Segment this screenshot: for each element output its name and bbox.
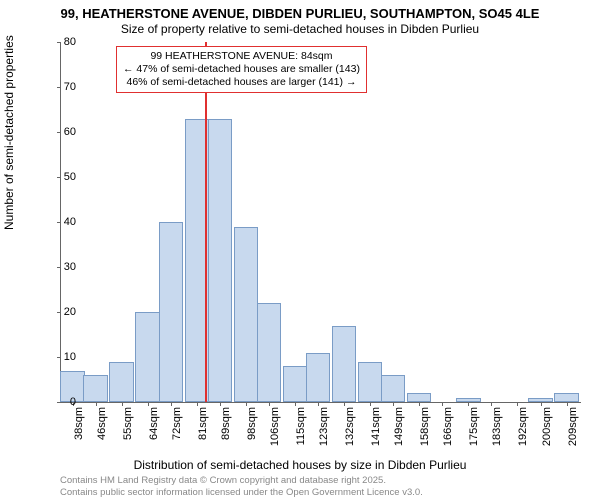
y-tick: 40 — [46, 216, 76, 228]
x-tick: 106sqm — [269, 407, 281, 447]
histogram-bar — [135, 312, 160, 402]
histogram-bar — [283, 366, 308, 402]
chart-container: 99, HEATHERSTONE AVENUE, DIBDEN PURLIEU,… — [0, 0, 600, 500]
histogram-bar — [306, 353, 331, 403]
histogram-bar — [358, 362, 383, 403]
x-tick: 72sqm — [171, 407, 183, 447]
attribution-line-2: Contains public sector information licen… — [60, 487, 423, 498]
x-tick: 64sqm — [148, 407, 160, 447]
x-tick: 166sqm — [442, 407, 454, 447]
reference-line — [205, 42, 207, 402]
x-tick: 38sqm — [73, 407, 85, 447]
y-tick: 0 — [46, 396, 76, 408]
attribution-line-1: Contains HM Land Registry data © Crown c… — [60, 475, 423, 486]
x-tick: 132sqm — [344, 407, 356, 447]
x-tick: 175sqm — [468, 407, 480, 447]
annotation-line-1: 99 HEATHERSTONE AVENUE: 84sqm — [123, 50, 360, 63]
y-tick: 50 — [46, 171, 76, 183]
x-tick: 55sqm — [122, 407, 134, 447]
histogram-bar — [257, 303, 282, 402]
histogram-bar — [381, 375, 406, 402]
x-tick: 192sqm — [517, 407, 529, 447]
x-tick: 46sqm — [96, 407, 108, 447]
attribution-text: Contains HM Land Registry data © Crown c… — [60, 475, 423, 498]
x-tick: 200sqm — [541, 407, 553, 447]
y-axis-label: Number of semi-detached properties — [2, 35, 16, 230]
plot-area: 38sqm46sqm55sqm64sqm72sqm81sqm89sqm98sqm… — [60, 42, 581, 403]
y-tick: 20 — [46, 306, 76, 318]
x-tick: 123sqm — [318, 407, 330, 447]
x-tick: 149sqm — [393, 407, 405, 447]
x-tick: 183sqm — [491, 407, 503, 447]
histogram-bar — [332, 326, 357, 403]
x-tick: 141sqm — [370, 407, 382, 447]
x-tick: 209sqm — [567, 407, 579, 447]
x-tick: 158sqm — [419, 407, 431, 447]
histogram-bar — [159, 222, 184, 402]
x-axis-label: Distribution of semi-detached houses by … — [0, 458, 600, 472]
annotation-line-2: ← 47% of semi-detached houses are smalle… — [123, 63, 360, 76]
histogram-bar — [407, 393, 432, 402]
y-tick: 70 — [46, 81, 76, 93]
x-tick: 115sqm — [295, 407, 307, 447]
histogram-bar — [234, 227, 259, 403]
chart-title-sub: Size of property relative to semi-detach… — [0, 22, 600, 36]
x-tick: 89sqm — [220, 407, 232, 447]
y-tick: 30 — [46, 261, 76, 273]
histogram-bar — [109, 362, 134, 403]
histogram-bar — [554, 393, 579, 402]
chart-title-main: 99, HEATHERSTONE AVENUE, DIBDEN PURLIEU,… — [0, 6, 600, 21]
histogram-bar — [83, 375, 108, 402]
annotation-box: 99 HEATHERSTONE AVENUE: 84sqm← 47% of se… — [116, 46, 367, 93]
histogram-bar — [208, 119, 233, 403]
y-tick: 60 — [46, 126, 76, 138]
y-tick: 80 — [46, 36, 76, 48]
x-tick: 81sqm — [197, 407, 209, 447]
annotation-line-3: 46% of semi-detached houses are larger (… — [123, 76, 360, 89]
x-tick: 98sqm — [246, 407, 258, 447]
y-tick: 10 — [46, 351, 76, 363]
